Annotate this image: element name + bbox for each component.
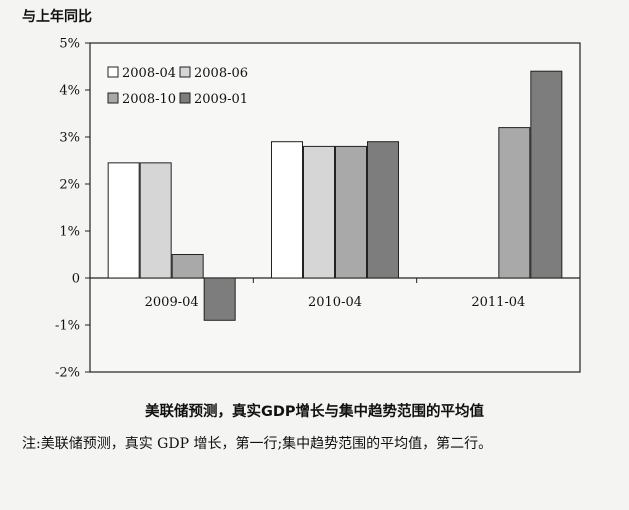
y-tick-label: -1% [55,319,80,334]
y-tick-label: 5% [59,37,80,52]
bar-chart: 5% 4% 3% 2% 1% 0 -1% -2% 2009-04 2010-04 2011-04 20… [55,37,581,381]
x-category-label: 2011-04 [471,295,525,310]
y-tick-label: 0 [72,272,80,287]
bar-2008-10-2011-04 [498,127,531,279]
bar-2008-04-2009-04 [107,162,140,279]
footnote-text: 美联储预测，真实 GDP 增长，第一行;集中趋势范围的平均值，第二行。 [40,436,493,452]
legend-swatch-2009-01 [179,92,191,104]
bar-2008-10-2009-04 [171,254,204,279]
y-axis-title: 与上年同比 [22,9,92,25]
chart-caption: 美联储预测，真实GDP增长与集中趋势范围的平均值 [144,404,485,420]
bar-2008-06-2009-04 [139,162,172,279]
legend-label-2008-10: 2008-10 [122,92,176,107]
legend-label-2009-01: 2009-01 [194,92,248,107]
y-tick-label: 2% [59,178,80,193]
legend-label-2008-04: 2008-04 [122,66,176,81]
x-category-label: 2009-04 [145,295,199,310]
legend-swatch-2008-04 [107,66,119,78]
y-tick-label: 1% [59,225,80,240]
bar-2009-01-2011-04 [530,70,563,279]
legend-swatch-2008-10 [107,92,119,104]
bar-2009-01-2009-04 [203,277,236,321]
y-tick-label: 4% [59,84,80,99]
bar-2008-06-2010-04 [303,145,335,279]
bar-2008-04-2010-04 [271,141,303,279]
bar-2008-10-2010-04 [335,145,367,279]
y-tick-label: 3% [59,131,80,146]
bar-2009-01-2010-04 [367,141,399,279]
legend-label-2008-06: 2008-06 [194,66,248,81]
footnote-prefix: 注: [22,436,41,452]
legend-swatch-2008-06 [179,66,191,78]
footnote: 注:美联储预测，真实 GDP 增长，第一行;集中趋势范围的平均值，第二行。 [22,433,612,456]
y-tick-label: -2% [55,366,80,381]
x-category-label: 2010-04 [308,295,362,310]
